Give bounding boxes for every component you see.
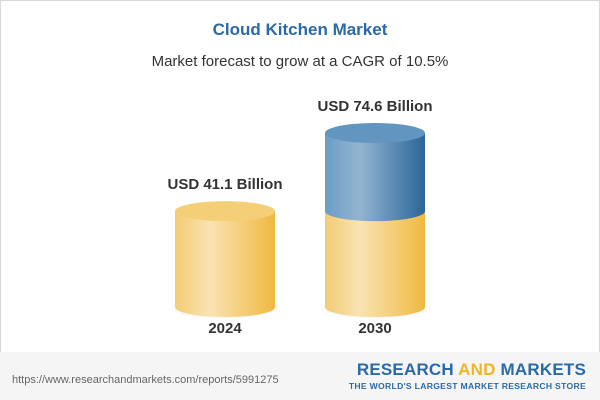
chart-title: Cloud Kitchen Market: [212, 20, 388, 39]
year-label: 2030: [358, 320, 391, 337]
data-label: USD 74.6 Billion: [317, 98, 432, 115]
report-url[interactable]: https://www.researchandmarkets.com/repor…: [12, 374, 279, 386]
year-label: 2024: [208, 320, 242, 337]
research-and-markets-logo: RESEARCH AND MARKETS THE WORLD'S LARGEST…: [348, 360, 586, 391]
cylinder-top: [325, 123, 425, 143]
cylinder-base-segment: [325, 211, 425, 317]
cylinder-growth-segment: [325, 133, 425, 222]
cylinder-top: [175, 201, 275, 222]
chart-subtitle: Market forecast to grow at a CAGR of 10.…: [151, 53, 449, 70]
footer-bar: [0, 352, 600, 400]
data-label: USD 41.1 Billion: [167, 176, 282, 193]
cylinder-base-segment: [175, 211, 275, 317]
cylinder-chart: USD 41.1 Billion 2024 USD 74.6 Billion 2030: [167, 98, 433, 337]
